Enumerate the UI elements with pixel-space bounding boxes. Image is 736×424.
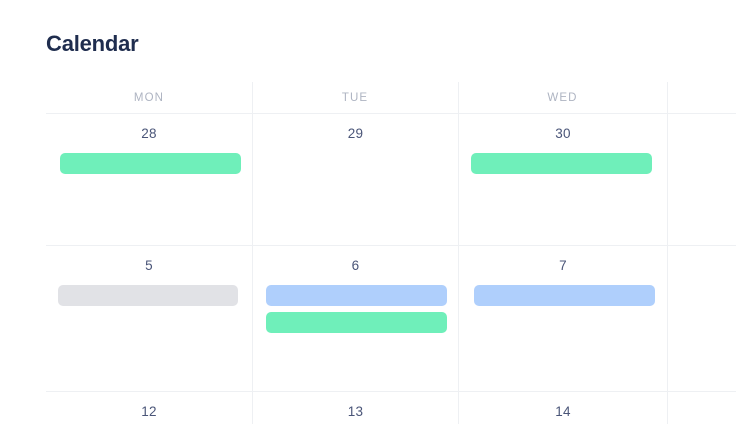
day-cell[interactable]: 6 — [253, 246, 458, 391]
day-cell[interactable]: 30 — [459, 114, 667, 245]
day-number: 30 — [555, 126, 571, 141]
day-number: 28 — [141, 126, 157, 141]
column-divider-2 — [458, 82, 459, 424]
day-number: 6 — [351, 258, 360, 273]
weekday-header-wed: WED — [458, 82, 667, 113]
day-cell[interactable]: 13 — [253, 392, 458, 424]
day-cell[interactable]: 14 — [459, 392, 667, 424]
event-bar[interactable] — [266, 312, 447, 333]
event-stack — [60, 153, 241, 180]
day-number: 5 — [145, 258, 153, 273]
week-divider-2 — [46, 391, 736, 392]
day-number: 13 — [347, 404, 364, 419]
weekday-label: WED — [547, 91, 578, 104]
day-number: 7 — [559, 258, 567, 273]
day-cell[interactable]: 5 — [46, 246, 252, 391]
day-cell[interactable] — [668, 392, 736, 424]
weekday-label: MON — [133, 91, 165, 104]
event-bar[interactable] — [60, 153, 241, 174]
weekday-header-tue: TUE — [252, 82, 458, 113]
day-cell[interactable] — [668, 246, 736, 391]
event-stack — [58, 285, 238, 312]
day-cell[interactable]: 29 — [253, 114, 458, 245]
day-cell[interactable] — [668, 114, 736, 245]
weekday-header-row: MON TUE WED — [46, 82, 736, 113]
week-row: 5 6 7 — [46, 246, 736, 391]
event-bar[interactable] — [474, 285, 655, 306]
event-bar[interactable] — [471, 153, 652, 174]
weekday-header-mon: MON — [46, 82, 252, 113]
week-divider-1 — [46, 245, 736, 246]
column-divider-1 — [252, 82, 253, 424]
event-stack — [474, 285, 655, 312]
event-bar[interactable] — [58, 285, 238, 306]
calendar-grid: MON TUE WED 28 — [46, 82, 736, 424]
event-stack — [471, 153, 652, 180]
event-bar[interactable] — [266, 285, 447, 306]
day-cell[interactable]: 28 — [46, 114, 252, 245]
day-number: 29 — [347, 126, 364, 141]
weekday-label: TUE — [341, 91, 369, 104]
event-stack — [266, 285, 447, 339]
weekday-header-thu — [667, 82, 736, 113]
day-cell[interactable]: 7 — [459, 246, 667, 391]
column-divider-3 — [667, 82, 668, 424]
day-number: 12 — [141, 404, 157, 419]
week-row: 28 29 30 — [46, 114, 736, 245]
day-number: 14 — [555, 404, 571, 419]
page-title: Calendar — [46, 31, 139, 56]
week-row: 12 13 14 — [46, 392, 736, 424]
header-divider — [46, 113, 736, 114]
day-cell[interactable]: 12 — [46, 392, 252, 424]
